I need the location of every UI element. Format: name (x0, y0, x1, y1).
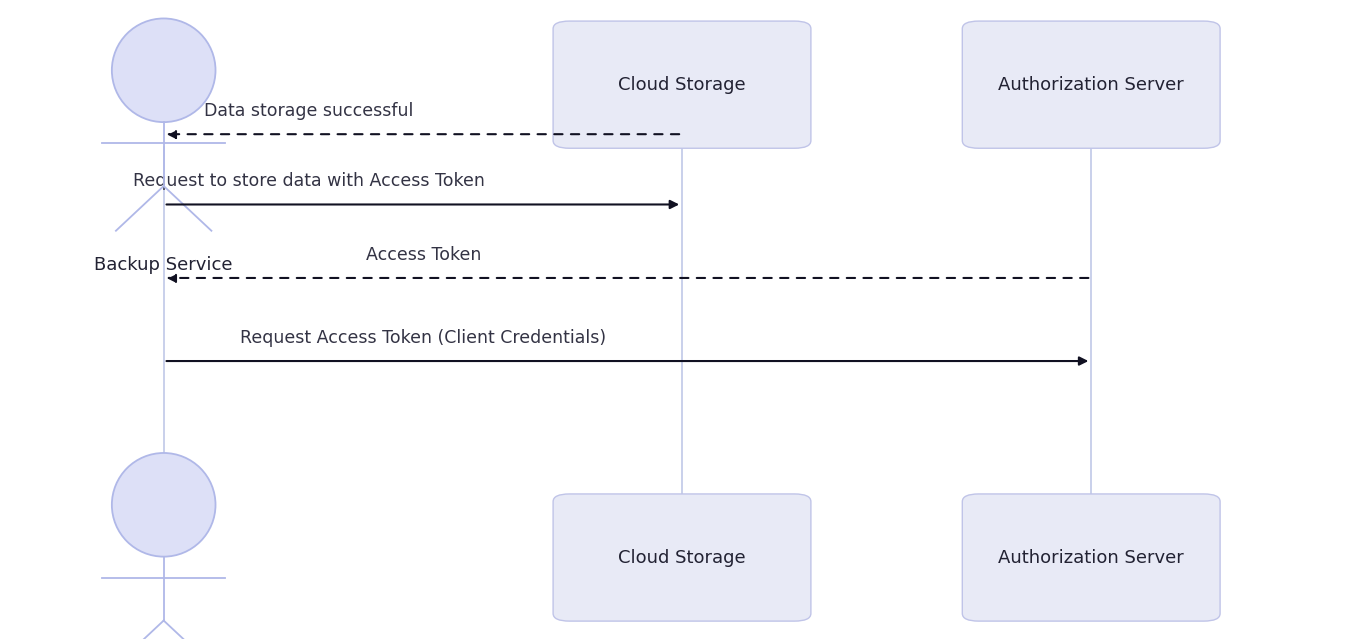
Text: Access Token: Access Token (366, 246, 481, 264)
Text: Request to store data with Access Token: Request to store data with Access Token (132, 173, 484, 190)
FancyBboxPatch shape (963, 21, 1221, 148)
Text: Cloud Storage: Cloud Storage (618, 75, 746, 94)
Text: Backup Service: Backup Service (94, 256, 233, 274)
Ellipse shape (112, 453, 216, 557)
Text: Data storage successful: Data storage successful (205, 102, 413, 120)
FancyBboxPatch shape (963, 494, 1221, 621)
Ellipse shape (112, 19, 216, 122)
Text: Authorization Server: Authorization Server (998, 75, 1184, 94)
Text: Cloud Storage: Cloud Storage (618, 548, 746, 567)
FancyBboxPatch shape (554, 494, 810, 621)
FancyBboxPatch shape (554, 21, 810, 148)
Text: Request Access Token (Client Credentials): Request Access Token (Client Credentials… (240, 329, 607, 347)
Text: Authorization Server: Authorization Server (998, 548, 1184, 567)
